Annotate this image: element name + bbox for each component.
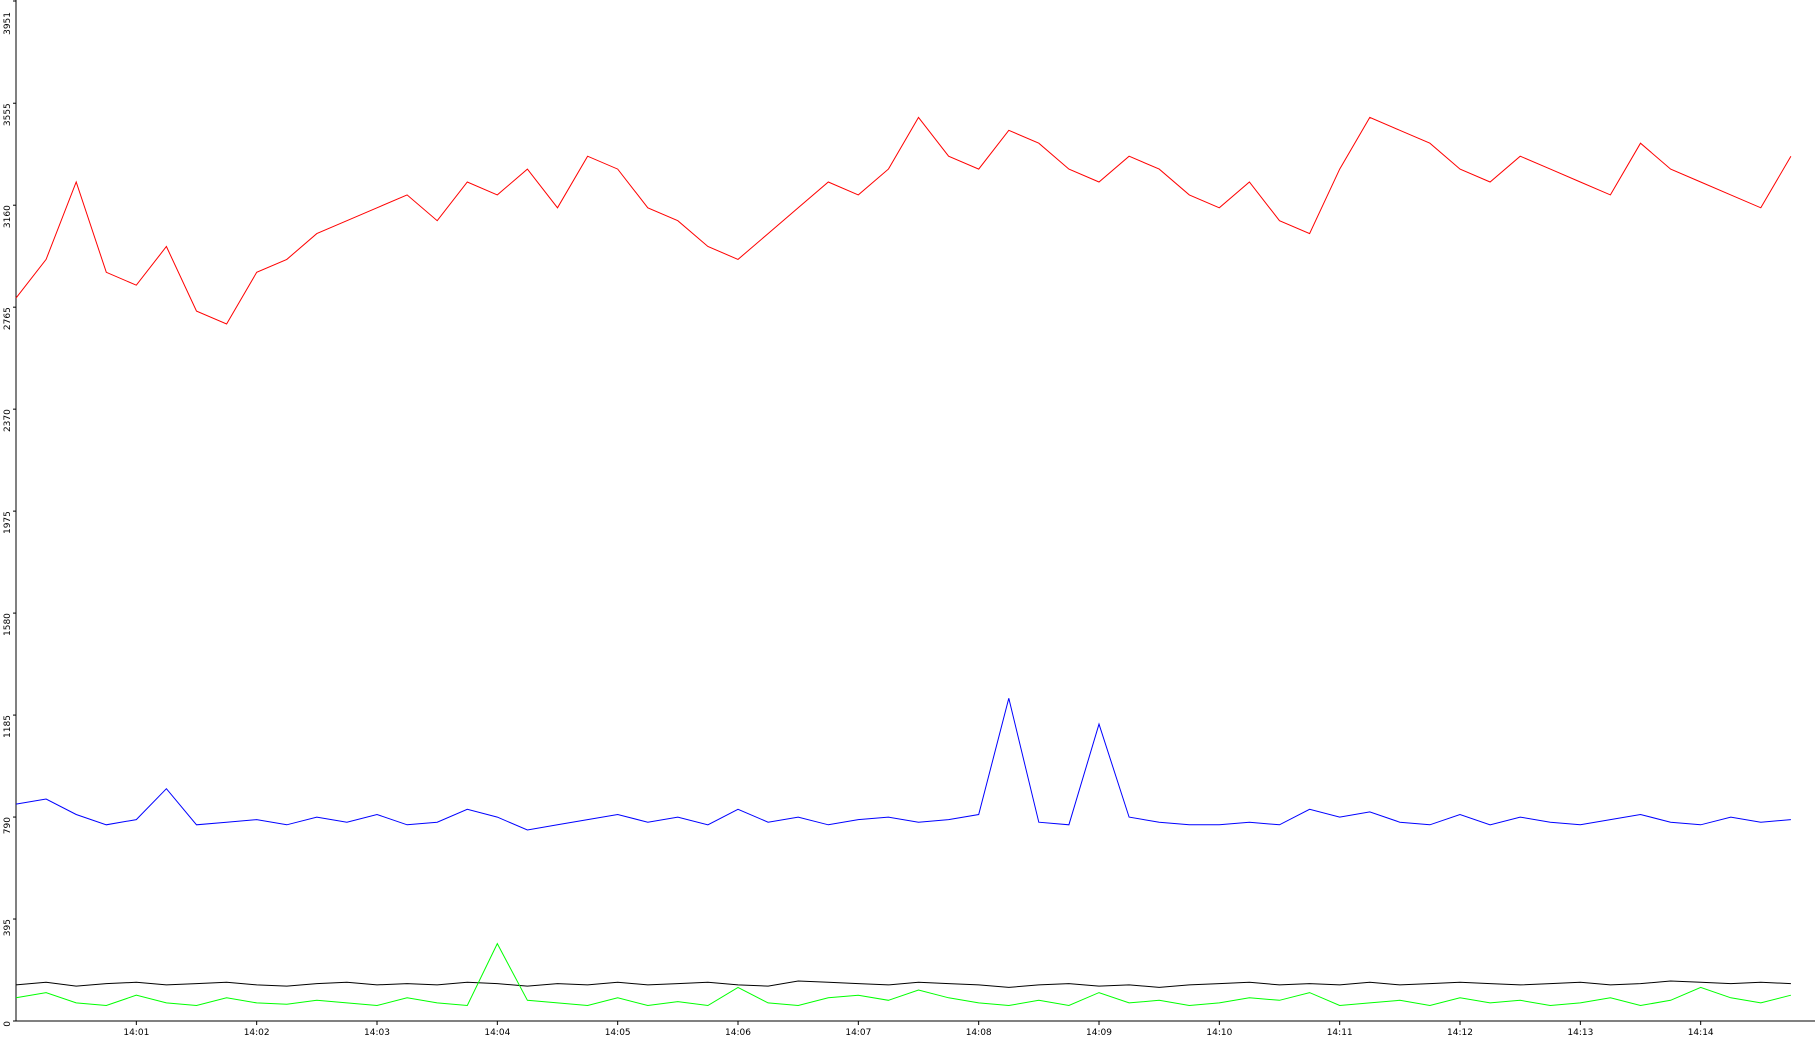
y-tick-label: 2370 [3, 409, 13, 432]
series-line [15, 116, 1792, 325]
x-tick-label: 14:07 [845, 1028, 871, 1038]
x-tick-label: 14:01 [123, 1028, 149, 1038]
x-tick-label: 14:04 [484, 1028, 510, 1038]
x-tick-label: 14:02 [244, 1028, 270, 1038]
x-tick-label: 14:11 [1327, 1028, 1353, 1038]
x-tick-label: 14:13 [1567, 1028, 1593, 1038]
x-tick-label: 14:10 [1206, 1028, 1232, 1038]
y-tick-label: 790 [3, 817, 13, 834]
y-tick-label: 1580 [3, 613, 13, 636]
x-tick-label: 14:08 [966, 1028, 992, 1038]
y-tick-label: 2765 [3, 307, 13, 330]
y-tick-label: 3160 [3, 205, 13, 228]
x-tick-label: 14:03 [364, 1028, 390, 1038]
x-tick-label: 14:06 [725, 1028, 751, 1038]
series-line [15, 942, 1792, 1007]
y-tick-label: 0 [3, 1021, 13, 1027]
x-tick-label: 14:09 [1086, 1028, 1112, 1038]
y-tick-label: 1185 [3, 715, 13, 738]
y-tick-label: 3555 [3, 103, 13, 126]
y-tick-label: 3951 [3, 12, 13, 35]
x-tick-label: 14:05 [605, 1028, 631, 1038]
series-line [15, 980, 1791, 988]
y-tick-label: 395 [3, 919, 13, 936]
series-line [15, 698, 1791, 831]
y-tick-label: 1975 [3, 511, 13, 534]
x-tick-label: 14:14 [1688, 1028, 1714, 1038]
x-tick-label: 14:12 [1447, 1028, 1473, 1038]
